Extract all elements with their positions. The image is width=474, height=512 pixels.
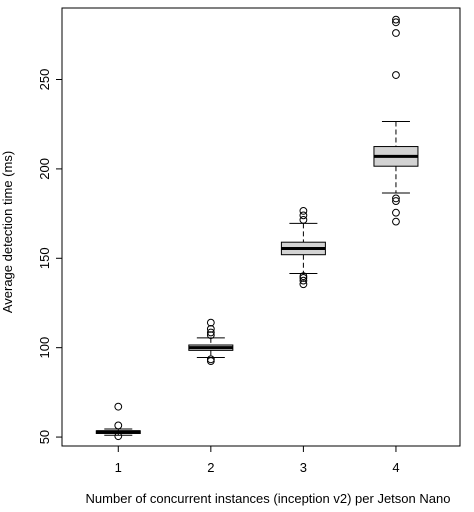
plot-frame bbox=[61, 7, 461, 447]
outlier-point bbox=[392, 194, 400, 203]
box-4 bbox=[373, 15, 419, 226]
box-1 bbox=[95, 402, 141, 441]
boxes-group bbox=[95, 15, 419, 441]
outlier-point bbox=[206, 325, 215, 333]
plot-border bbox=[61, 7, 461, 447]
outlier-point bbox=[114, 432, 123, 441]
y-axis: 50 100 150 200 250 bbox=[37, 69, 62, 444]
outlier-point bbox=[392, 197, 400, 205]
outlier-point bbox=[392, 18, 400, 27]
outlier-point bbox=[114, 421, 123, 430]
outlier-point bbox=[299, 276, 308, 285]
y-axis-label: Average detection time (ms) bbox=[0, 151, 15, 313]
y-tick-label: 250 bbox=[37, 69, 52, 91]
x-axis: 1 2 3 4 bbox=[115, 446, 400, 475]
y-tick-label: 50 bbox=[37, 430, 52, 444]
box-2 bbox=[188, 318, 234, 365]
x-tick-label: 3 bbox=[300, 460, 307, 475]
outlier-point bbox=[299, 207, 308, 215]
y-tick-label: 100 bbox=[37, 337, 52, 359]
outlier-point bbox=[392, 217, 400, 226]
outlier-point bbox=[299, 215, 308, 224]
x-tick-label: 1 bbox=[115, 460, 122, 475]
outlier-point bbox=[299, 280, 308, 289]
outlier-point bbox=[299, 272, 308, 281]
outlier-point bbox=[206, 328, 215, 337]
x-tick-label: 4 bbox=[392, 460, 399, 475]
x-axis-label: Number of concurrent instances (inceptio… bbox=[86, 491, 451, 506]
outlier-point bbox=[392, 208, 400, 217]
outlier-point bbox=[392, 71, 400, 79]
outlier-point bbox=[299, 211, 308, 220]
outlier-point bbox=[206, 355, 215, 364]
box-3 bbox=[280, 207, 326, 289]
outlier-point bbox=[392, 15, 400, 24]
outlier-point bbox=[206, 318, 215, 327]
y-tick-label: 200 bbox=[37, 158, 52, 180]
outlier-point bbox=[114, 402, 123, 411]
x-tick-label: 2 bbox=[207, 460, 214, 475]
outlier-point bbox=[392, 29, 400, 37]
y-tick-label: 150 bbox=[37, 247, 52, 269]
outlier-point bbox=[206, 331, 215, 340]
